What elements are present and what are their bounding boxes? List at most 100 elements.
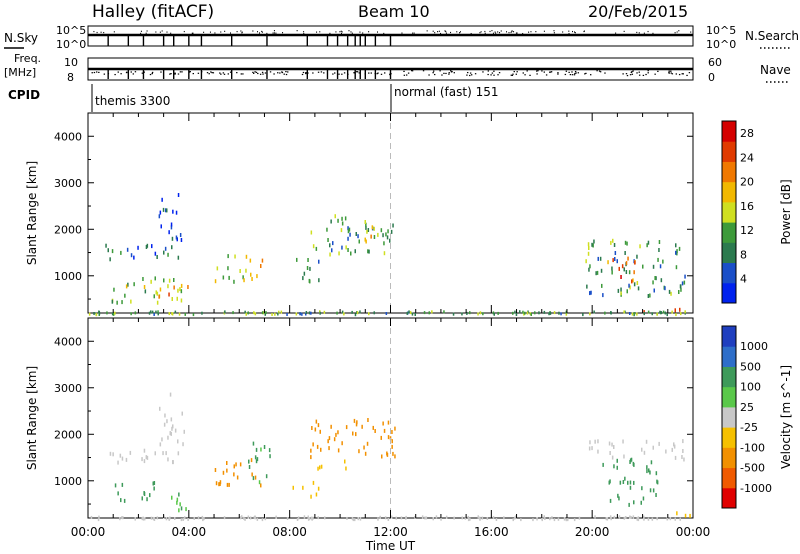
nave-dot — [126, 71, 128, 73]
echo-cell — [629, 485, 632, 490]
echo-cell — [153, 486, 155, 491]
nsearch-dot — [506, 31, 508, 33]
echo-cell — [264, 517, 267, 521]
echo-cell — [130, 312, 132, 316]
nsearch-dot — [362, 32, 364, 34]
echo-cell — [383, 241, 385, 246]
nsky-tick-bottom: 10^0 — [56, 38, 86, 51]
nave-dot — [255, 71, 258, 73]
echo-cell — [676, 511, 678, 516]
nsearch-dot — [492, 32, 494, 34]
echo-cell — [645, 439, 648, 444]
echo-cell — [177, 288, 179, 293]
echo-cell — [658, 248, 660, 252]
echo-cell — [114, 483, 117, 488]
nsearch-dot — [583, 30, 585, 33]
echo-cell — [319, 465, 321, 470]
nave-dot — [598, 70, 601, 72]
echo-cell — [250, 272, 252, 277]
echo-cell — [614, 251, 617, 255]
echo-cell — [522, 310, 524, 314]
nsearch-dot — [350, 31, 352, 33]
echo-cell — [239, 516, 242, 520]
colorbar-tick-label: -25 — [740, 421, 758, 434]
nave-dot — [487, 70, 490, 72]
nave-dot — [151, 72, 153, 75]
nave-dot — [181, 71, 183, 73]
nsearch-dot — [437, 31, 439, 33]
echo-cell — [648, 468, 650, 473]
nave-dot — [312, 72, 314, 74]
echo-cell — [302, 485, 304, 490]
echo-cell — [163, 422, 166, 427]
colorbar-tick-label: -500 — [740, 462, 765, 475]
echo-cell — [674, 455, 677, 460]
echo-cell — [348, 227, 351, 232]
echo-cell — [659, 310, 661, 314]
echo-cell — [336, 311, 338, 315]
echo-cell — [160, 224, 162, 229]
echo-cell — [466, 311, 468, 315]
nsearch-dot — [341, 31, 343, 33]
echo-cell — [158, 214, 161, 219]
echo-cell — [548, 312, 550, 316]
nave-dot — [98, 71, 100, 74]
echo-cell — [130, 253, 133, 258]
nave-dot — [451, 70, 453, 73]
echo-cell — [628, 270, 631, 275]
nsearch-dot — [413, 32, 415, 34]
echo-cell — [159, 210, 162, 215]
echo-cell — [315, 492, 318, 497]
nave-dot — [374, 72, 376, 75]
nave-dot — [577, 72, 580, 74]
echo-cell — [364, 451, 367, 456]
echo-cell — [626, 241, 628, 246]
echo-cell — [377, 232, 379, 237]
echo-cell — [180, 518, 183, 522]
echo-cell — [177, 439, 179, 444]
nsearch-tick-top: 10^5 — [706, 24, 736, 37]
echo-cell — [636, 517, 638, 521]
echo-cell — [329, 252, 331, 257]
nave-dot — [320, 71, 323, 73]
echo-cell — [684, 513, 687, 518]
echo-cell — [265, 311, 267, 315]
echo-cell — [179, 287, 181, 292]
echo-cell — [170, 222, 173, 227]
nsearch-dot — [224, 30, 226, 32]
nave-dot — [466, 74, 468, 76]
echo-cell — [370, 234, 372, 239]
nave-dot — [264, 72, 267, 74]
nave-dot — [160, 71, 162, 73]
echo-cell — [664, 286, 666, 291]
nave-dot — [574, 70, 577, 73]
nave-dot — [143, 71, 145, 73]
nave-dot — [368, 72, 370, 74]
echo-cell — [111, 312, 114, 316]
echo-cell — [515, 313, 518, 316]
echo-cell — [113, 287, 115, 292]
echo-cell — [655, 276, 657, 281]
echo-cell — [536, 517, 538, 521]
colorbar-segment — [722, 141, 736, 162]
nave-dot — [283, 73, 285, 75]
nave-dot — [364, 73, 366, 75]
nsearch-dot — [166, 31, 168, 33]
echo-cell — [512, 518, 514, 522]
echo-cell — [553, 311, 556, 315]
nave-dot — [252, 72, 255, 74]
echo-cell — [153, 294, 155, 299]
echo-cell — [541, 518, 543, 522]
echo-cell — [629, 458, 632, 463]
echo-cell — [214, 279, 217, 284]
echo-cell — [639, 244, 641, 249]
echo-cell — [129, 450, 132, 455]
echo-cell — [153, 518, 156, 521]
echo-cell — [435, 515, 438, 519]
nsearch-dot — [183, 30, 185, 33]
echo-cell — [424, 516, 426, 520]
nsearch-dot — [351, 32, 353, 34]
echo-cell — [461, 312, 463, 316]
echo-cell — [141, 457, 143, 462]
